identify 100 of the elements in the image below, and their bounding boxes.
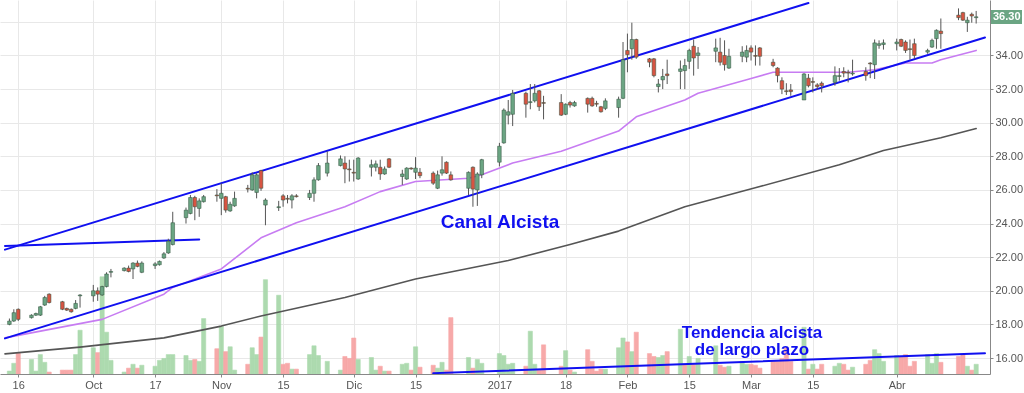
candlestick	[722, 39, 727, 72]
x-tick-label: 17	[149, 378, 162, 391]
y-tick-label: 20.00	[995, 284, 1024, 297]
bar	[37, 354, 43, 374]
bar	[289, 368, 295, 374]
bar	[938, 362, 944, 374]
bar	[214, 348, 220, 374]
candlestick	[757, 46, 762, 67]
x-tick-label: Dic	[346, 378, 363, 391]
bar	[832, 365, 838, 374]
bar	[139, 364, 145, 374]
y-tick-label: 16.00	[995, 351, 1024, 364]
bar	[964, 365, 970, 374]
bar	[563, 350, 569, 374]
bar	[342, 356, 348, 374]
bar	[602, 368, 608, 374]
bar	[218, 326, 224, 374]
bar	[355, 359, 361, 374]
x-tick-label: Abr	[888, 378, 907, 391]
y-tick-label: 32.00	[995, 82, 1024, 95]
bar	[192, 359, 198, 374]
candlestick	[325, 150, 330, 177]
bar	[413, 346, 418, 374]
bar	[770, 361, 776, 374]
bar	[29, 359, 34, 374]
bar	[527, 330, 533, 374]
bar	[170, 354, 176, 374]
x-tick-label: 15	[409, 378, 423, 391]
candlestick	[413, 156, 418, 180]
bar	[806, 368, 811, 374]
bar	[324, 361, 330, 374]
candlestick	[682, 58, 687, 90]
bar	[717, 364, 723, 374]
bar	[417, 366, 423, 374]
bar	[280, 363, 286, 374]
bar	[183, 355, 189, 374]
x-tick-label: 15	[683, 378, 696, 391]
bar	[960, 354, 966, 374]
bar	[678, 328, 683, 374]
bar	[386, 370, 392, 374]
x-tick-label: Feb	[618, 378, 638, 391]
bar	[351, 337, 357, 374]
bar	[130, 363, 136, 374]
y-tick-label: 22.00	[995, 250, 1024, 263]
annotation: Canal Alcista	[440, 211, 560, 232]
candlestick	[726, 48, 732, 70]
bar	[161, 358, 167, 374]
bar	[382, 370, 388, 374]
bar	[15, 352, 21, 374]
candlestick	[938, 17, 943, 50]
bar	[258, 336, 264, 374]
x-tick-label: 15	[807, 378, 820, 391]
candlestick	[616, 96, 621, 119]
candlestick	[466, 170, 471, 196]
bar	[293, 368, 299, 374]
bar	[408, 369, 414, 374]
x-tick-label: 15	[277, 378, 290, 391]
candlestick	[660, 68, 665, 90]
candlestick	[263, 197, 268, 226]
x-tick-label: 18	[560, 378, 573, 391]
x-tick-label: 2017	[487, 378, 513, 391]
bar	[227, 346, 233, 374]
bar	[567, 369, 573, 374]
bar	[377, 365, 383, 374]
candlestick	[254, 172, 259, 199]
bar	[819, 363, 825, 374]
y-tick-label: 26.00	[995, 183, 1024, 196]
candlestick	[510, 89, 515, 127]
bar	[810, 363, 816, 374]
bar	[77, 329, 83, 374]
candlestick	[665, 59, 670, 85]
bar	[664, 351, 670, 374]
bar	[850, 366, 855, 374]
candlestick	[559, 93, 564, 117]
candlestick	[678, 60, 683, 90]
x-tick-label: Mar	[742, 378, 762, 391]
bar	[64, 369, 70, 374]
bar	[620, 337, 626, 374]
bar	[311, 345, 317, 374]
bar	[59, 369, 65, 374]
bar	[404, 363, 410, 374]
y-tick-label: 18.00	[995, 317, 1024, 330]
bar	[338, 369, 343, 374]
bar	[867, 360, 873, 374]
annotation: Tendencia alcista de largo plazo	[681, 323, 823, 359]
bar	[898, 356, 904, 374]
x-tick-label: 16	[12, 378, 25, 391]
y-tick-label: 34.00	[995, 48, 1024, 61]
text: 36.30	[993, 10, 1021, 22]
y-tick-label: 30.00	[995, 116, 1024, 129]
bar	[249, 347, 255, 374]
bar	[973, 363, 979, 374]
bar	[369, 357, 374, 374]
candlestick	[417, 167, 422, 179]
candlestick	[753, 44, 758, 67]
bar	[911, 361, 917, 374]
x-tick-label: Nov	[212, 378, 233, 391]
bar	[841, 363, 847, 374]
y-tick-label: 24.00	[995, 217, 1024, 230]
bar	[757, 367, 763, 374]
